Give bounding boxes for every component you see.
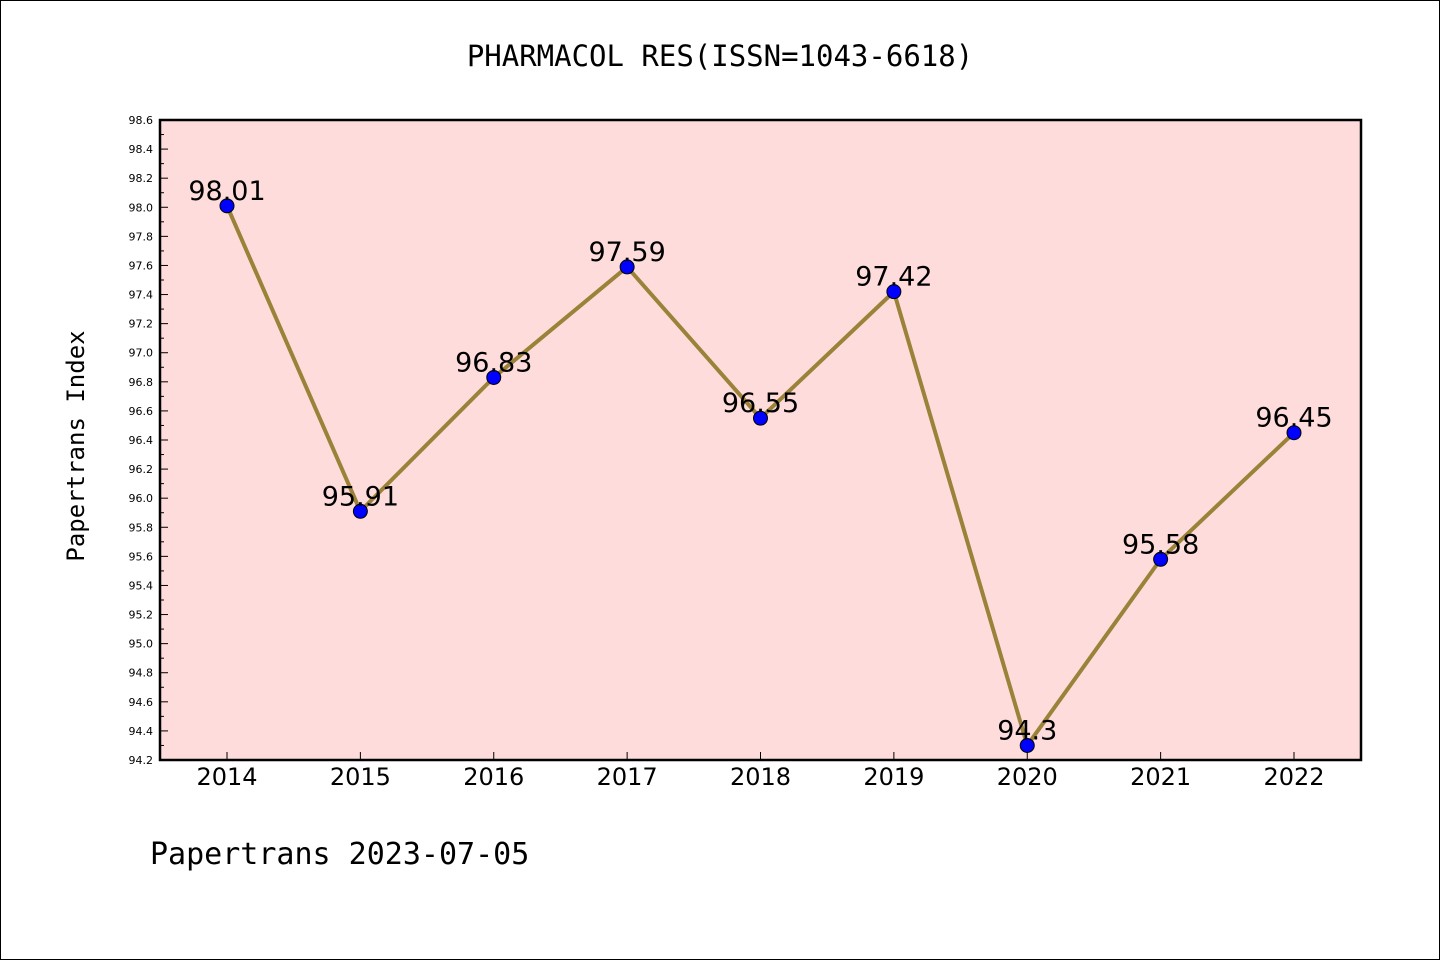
- data-point: [352, 503, 368, 519]
- y-tick-label: 97.6: [129, 259, 154, 272]
- x-tick-label: 2017: [597, 763, 658, 791]
- data-label: 96.83: [455, 347, 532, 378]
- data-point: [753, 410, 768, 426]
- data-point: [219, 198, 235, 214]
- data-point: [1019, 737, 1035, 753]
- y-axis-ticks: 94.2 94.4 94.6 94.8 95.0 95.2 95.4 95.6 95.8 96.0…: [129, 114, 168, 767]
- x-tick-label: 2019: [863, 763, 924, 791]
- data-point: [886, 284, 902, 300]
- y-tick-label: 94.6: [129, 696, 154, 709]
- x-tick-label: 2022: [1263, 763, 1324, 791]
- x-tick-label: 2016: [463, 763, 524, 791]
- y-tick-label: 95.2: [129, 609, 154, 622]
- y-tick-label: 94.2: [129, 754, 154, 767]
- y-tick-label: 94.8: [129, 667, 154, 680]
- x-tick-label: 2018: [730, 763, 791, 791]
- y-tick-label: 96.6: [129, 405, 154, 418]
- data-label: 95.91: [322, 481, 399, 512]
- y-tick-label: 95.6: [129, 550, 154, 563]
- data-label: 98.01: [188, 176, 265, 207]
- y-tick-label: 94.4: [129, 725, 154, 738]
- y-tick-label: 98.0: [129, 201, 154, 214]
- y-tick-label: 98.4: [129, 143, 154, 156]
- y-tick-label: 97.8: [129, 230, 154, 243]
- y-tick-label: 96.4: [129, 434, 154, 447]
- plot-border: [158, 118, 1363, 762]
- x-tick-label: 2015: [330, 763, 391, 791]
- y-tick-label: 96.2: [129, 463, 154, 476]
- x-tick-label: 2021: [1130, 763, 1191, 791]
- y-tick-label: 98.2: [129, 172, 154, 185]
- data-point: [1153, 551, 1169, 567]
- y-tick-label: 97.4: [129, 289, 154, 302]
- data-point: [619, 259, 635, 275]
- y-tick-label: 97.2: [129, 318, 154, 331]
- data-label: 96.45: [1255, 403, 1332, 434]
- data-label: 97.42: [855, 262, 932, 293]
- x-tick-label: 2020: [997, 763, 1058, 791]
- plot-area: [160, 120, 1361, 760]
- data-label: 94.3: [997, 715, 1057, 746]
- y-tick-label: 95.0: [129, 638, 154, 651]
- y-tick-label: 95.4: [129, 579, 154, 592]
- y-tick-label: 98.6: [129, 114, 154, 127]
- data-point: [486, 369, 502, 385]
- point-layer: [219, 198, 1302, 753]
- y-tick-label: 97.0: [129, 347, 154, 360]
- x-tick-label: 2014: [196, 763, 257, 791]
- y-tick-label: 96.8: [129, 376, 154, 389]
- data-point: [1286, 425, 1302, 441]
- footer-text: Papertrans 2023-07-05: [150, 837, 529, 872]
- y-axis-label: Papertrans Index: [62, 330, 90, 561]
- y-tick-label: 95.8: [129, 521, 154, 534]
- data-label-layer: 98.01 95.91 96.83 97.59 96.55 97.42 94.3 95.58 9…: [188, 176, 1332, 747]
- data-label: 97.59: [588, 237, 665, 268]
- data-label: 95.58: [1122, 529, 1199, 560]
- x-axis-ticks: 2014 2015 2016 2017 2018 2019 2020 2021 2022: [196, 752, 1325, 791]
- chart-title: PHARMACOL RES(ISSN=1043-6618): [467, 39, 973, 73]
- y-tick-label: 96.0: [129, 492, 154, 505]
- data-label: 96.55: [722, 388, 799, 419]
